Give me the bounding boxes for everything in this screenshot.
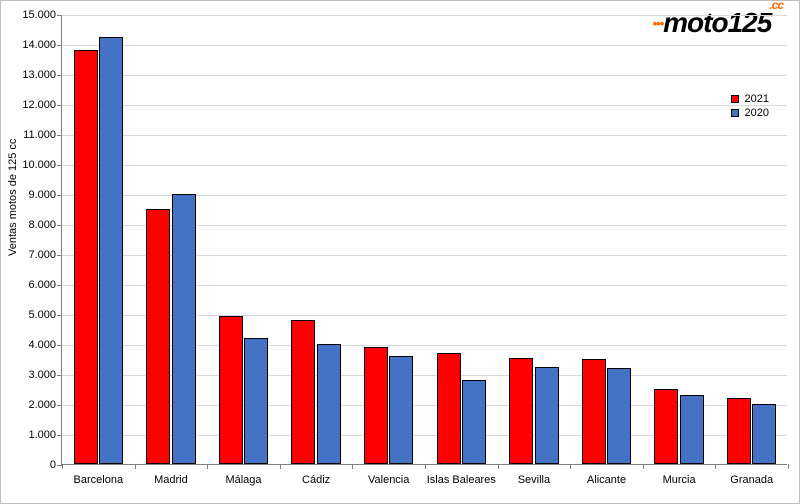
legend-swatch	[731, 109, 739, 117]
x-tick-label: Valencia	[368, 474, 409, 486]
gridline	[62, 75, 787, 76]
x-tick-label: Alicante	[587, 474, 626, 486]
bar-2020	[535, 367, 559, 465]
bar-2020	[752, 404, 776, 464]
y-tick-label: 6.000	[28, 279, 62, 291]
y-tick-label: 0	[50, 459, 62, 471]
bar-2020	[99, 37, 123, 465]
y-tick-label: 11.000	[23, 129, 62, 141]
gridline	[62, 105, 787, 106]
y-tick-label: 14.000	[22, 39, 62, 51]
y-tick-label: 1.000	[28, 429, 62, 441]
chart-container: •••moto125.cc Ventas motos de 125 cc 202…	[0, 0, 800, 504]
y-tick-label: 3.000	[28, 369, 62, 381]
bar-2021	[727, 398, 751, 464]
x-tick	[643, 464, 644, 469]
x-tick	[207, 464, 208, 469]
y-tick-label: 7.000	[28, 249, 62, 261]
x-tick-label: Barcelona	[74, 474, 124, 486]
x-tick-label: Islas Baleares	[427, 474, 496, 486]
bar-2021	[146, 209, 170, 464]
bar-2021	[219, 316, 243, 465]
legend-item: 2020	[731, 107, 769, 119]
bar-2021	[74, 50, 98, 464]
x-tick-label: Murcia	[663, 474, 696, 486]
bar-2021	[437, 353, 461, 464]
bar-2020	[172, 194, 196, 464]
y-axis-label: Ventas motos de 125 cc	[7, 139, 19, 256]
x-tick	[788, 464, 789, 469]
y-tick-label: 13.000	[22, 69, 62, 81]
y-tick-label: 15.000	[22, 9, 62, 21]
bar-2020	[317, 344, 341, 464]
bar-2021	[291, 320, 315, 464]
x-tick	[715, 464, 716, 469]
x-tick-label: Cádiz	[302, 474, 330, 486]
x-tick-label: Madrid	[154, 474, 188, 486]
y-tick-label: 4.000	[28, 339, 62, 351]
bar-2021	[582, 359, 606, 464]
plot-area: 20212020 01.0002.0003.0004.0005.0006.000…	[61, 15, 787, 465]
bar-2021	[654, 389, 678, 464]
bar-2020	[680, 395, 704, 464]
x-tick	[498, 464, 499, 469]
legend: 2021 2020	[731, 91, 769, 121]
x-tick	[352, 464, 353, 469]
legend-label: 2021	[745, 93, 769, 105]
x-tick-label: Sevilla	[518, 474, 550, 486]
bar-2020	[462, 380, 486, 464]
gridline	[62, 135, 787, 136]
bar-2020	[244, 338, 268, 464]
x-tick	[425, 464, 426, 469]
y-tick-label: 12.000	[22, 99, 62, 111]
x-tick	[135, 464, 136, 469]
gridline	[62, 45, 787, 46]
bar-2021	[509, 358, 533, 465]
legend-item: 2021	[731, 93, 769, 105]
legend-swatch	[731, 95, 739, 103]
x-tick-label: Granada	[730, 474, 773, 486]
x-tick	[280, 464, 281, 469]
logo-suffix: .cc	[769, 0, 783, 11]
x-tick	[62, 464, 63, 469]
y-tick-label: 5.000	[28, 309, 62, 321]
y-tick-label: 10.000	[22, 159, 62, 171]
bar-2020	[389, 356, 413, 464]
y-tick-label: 2.000	[28, 399, 62, 411]
gridline	[62, 165, 787, 166]
y-tick-label: 8.000	[28, 219, 62, 231]
x-tick-label: Málaga	[225, 474, 261, 486]
bar-2020	[607, 368, 631, 464]
y-tick-label: 9.000	[28, 189, 62, 201]
legend-label: 2020	[745, 107, 769, 119]
x-tick	[570, 464, 571, 469]
bar-2021	[364, 347, 388, 464]
gridline	[62, 15, 787, 16]
